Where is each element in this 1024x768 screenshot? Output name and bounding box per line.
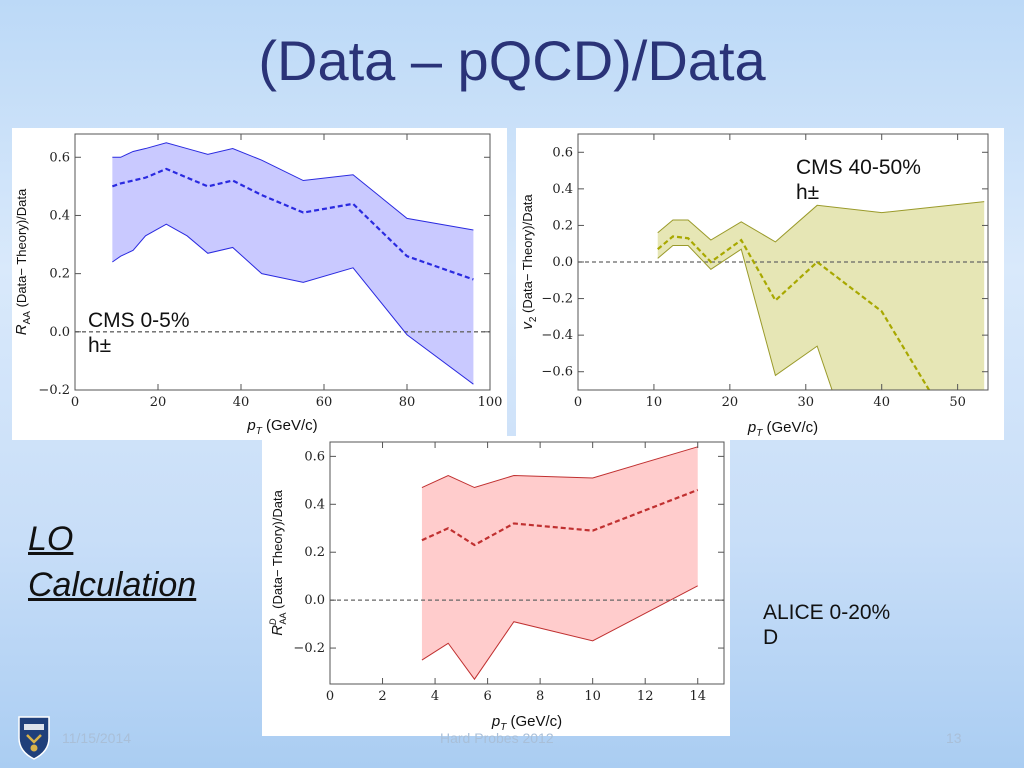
y-axis-label-cms-v2: v2 (Data− Theory)/Data <box>519 194 539 330</box>
x-axis-label-alice-d: pT (GeV/c) <box>491 713 562 733</box>
x-tick-label-cms-central: 40 <box>233 395 250 410</box>
y-tick-label-alice-d: 0.0 <box>304 593 325 608</box>
x-tick-label-alice-d: 2 <box>378 689 386 704</box>
y-tick-label-alice-d: 0.2 <box>304 545 325 560</box>
uncertainty-band-cms-central <box>112 142 474 385</box>
x-tick-label-cms-central: 100 <box>478 395 503 410</box>
x-axis-label-cms-v2: pT (GeV/c) <box>747 419 818 439</box>
x-tick-label-cms-v2: 10 <box>646 395 663 410</box>
x-tick-label-cms-central: 0 <box>71 395 79 410</box>
chart-cms-central: 0 20 40 60 80 100 −0.2 0.0 0.2 0.4 0.6 pT (GeV/c) RA… <box>13 133 503 437</box>
x-tick-label-cms-central: 80 <box>399 395 416 410</box>
y-tick-label-cms-central: 0.6 <box>49 150 70 165</box>
annotation-cms-v2-line2: h± <box>796 181 820 204</box>
y-tick-label-cms-v2: 0.6 <box>552 145 573 160</box>
annotation-alice-d: ALICE 0-20% D <box>763 600 890 650</box>
y-tick-label-cms-central: 0.2 <box>49 267 70 282</box>
annotation-cms-v2-line1: CMS 40-50% <box>796 156 921 179</box>
y-tick-label-cms-v2: −0.6 <box>541 365 573 380</box>
x-tick-label-cms-central: 60 <box>316 395 333 410</box>
y-axis-label-cms-central: RAA (Data− Theory)/Data <box>13 188 33 335</box>
chart-cms-v2: 0 10 20 30 40 50 −0.6 −0.4 −0.2 0.0 0.2 0.4 0.6 pT (G… <box>519 133 989 439</box>
slide-number: 13 <box>946 730 962 746</box>
slide-title: (Data – pQCD)/Data <box>258 29 766 92</box>
y-tick-label-cms-central: 0.0 <box>49 325 70 340</box>
x-tick-label-cms-v2: 40 <box>873 395 890 410</box>
y-tick-label-cms-central: −0.2 <box>38 383 70 398</box>
footer-date: 11/15/2014 <box>62 730 132 746</box>
chart-panel-alice-d: 0 2 4 6 8 10 12 14 −0.2 0.0 0.2 0.4 0.6 pT (GeV/c) RDA… <box>262 436 730 736</box>
x-tick-label-cms-v2: 30 <box>798 395 815 410</box>
y-tick-label-alice-d: −0.2 <box>293 641 325 656</box>
plot-frame-cms-central <box>74 133 491 391</box>
y-tick-label-cms-central: 0.4 <box>49 208 70 223</box>
lower-bound-line-cms-central <box>112 223 474 385</box>
lower-bound-line-alice-d <box>421 585 698 681</box>
annotation-alice-d-line2: D <box>763 626 779 649</box>
chart-alice-d: 0 2 4 6 8 10 12 14 −0.2 0.0 0.2 0.4 0.6 pT (GeV/c) RDA… <box>268 441 725 733</box>
annotation-cms-central-line2: h± <box>88 334 112 357</box>
x-tick-label-cms-v2: 50 <box>949 395 966 410</box>
y-tick-label-alice-d: 0.6 <box>304 449 325 464</box>
lower-bound-line-cms-v2 <box>657 245 833 390</box>
y-axis-label-alice-d: RDAA (Data− Theory)/Data <box>268 489 288 635</box>
annotation-cms-v2: CMS 40-50% h± <box>796 155 921 205</box>
annotation-alice-d-line1: ALICE 0-20% <box>763 601 891 624</box>
x-tick-label-alice-d: 12 <box>637 689 654 704</box>
central-value-line-alice-d <box>421 488 699 547</box>
y-tick-label-cms-v2: 0.0 <box>552 255 573 270</box>
plot-area-cms-central <box>75 142 490 385</box>
central-value-line-cms-v2 <box>657 235 931 390</box>
x-tick-label-alice-d: 10 <box>584 689 601 704</box>
uncertainty-band-alice-d <box>421 446 698 680</box>
y-tick-label-cms-v2: −0.2 <box>541 292 573 307</box>
x-axis-label-cms-central: pT (GeV/c) <box>246 417 317 437</box>
plot-area-alice-d <box>330 446 724 681</box>
lo-label-line2: Calculation <box>28 566 197 604</box>
x-tick-label-cms-central: 20 <box>150 395 167 410</box>
y-tick-label-cms-v2: 0.4 <box>552 182 573 197</box>
y-tick-label-cms-v2: −0.4 <box>541 328 573 343</box>
footer-event: Hard Probes 2012 <box>440 730 554 746</box>
annotation-cms-central: CMS 0-5% h± <box>88 308 190 358</box>
plot-area-cms-v2 <box>578 201 988 390</box>
y-tick-label-alice-d: 0.4 <box>304 497 325 512</box>
lo-calculation-label: LO Calculation <box>28 516 196 608</box>
x-tick-label-alice-d: 4 <box>431 689 439 704</box>
annotation-cms-central-line1: CMS 0-5% <box>88 309 190 332</box>
lo-label-line1: LO <box>28 520 74 558</box>
university-crest-logo <box>18 716 50 760</box>
upper-bound-line-cms-v2 <box>657 201 985 243</box>
x-tick-label-alice-d: 6 <box>483 689 491 704</box>
x-tick-label-alice-d: 14 <box>689 689 706 704</box>
y-tick-label-cms-v2: 0.2 <box>552 218 573 233</box>
x-tick-label-alice-d: 8 <box>536 689 544 704</box>
upper-bound-line-cms-central <box>112 142 474 231</box>
x-tick-label-alice-d: 0 <box>326 689 334 704</box>
x-tick-label-cms-v2: 0 <box>574 395 582 410</box>
upper-bound-line-alice-d <box>421 446 698 489</box>
x-tick-label-cms-v2: 20 <box>722 395 739 410</box>
chart-panel-cms-v2: 0 10 20 30 40 50 −0.6 −0.4 −0.2 0.0 0.2 0.4 0.6 pT (G… <box>516 128 1004 440</box>
chart-panel-cms-central: 0 20 40 60 80 100 −0.2 0.0 0.2 0.4 0.6 pT (GeV/c) RA… <box>12 128 507 440</box>
plot-frame-alice-d <box>329 441 725 685</box>
uncertainty-band-cms-v2 <box>657 201 985 390</box>
